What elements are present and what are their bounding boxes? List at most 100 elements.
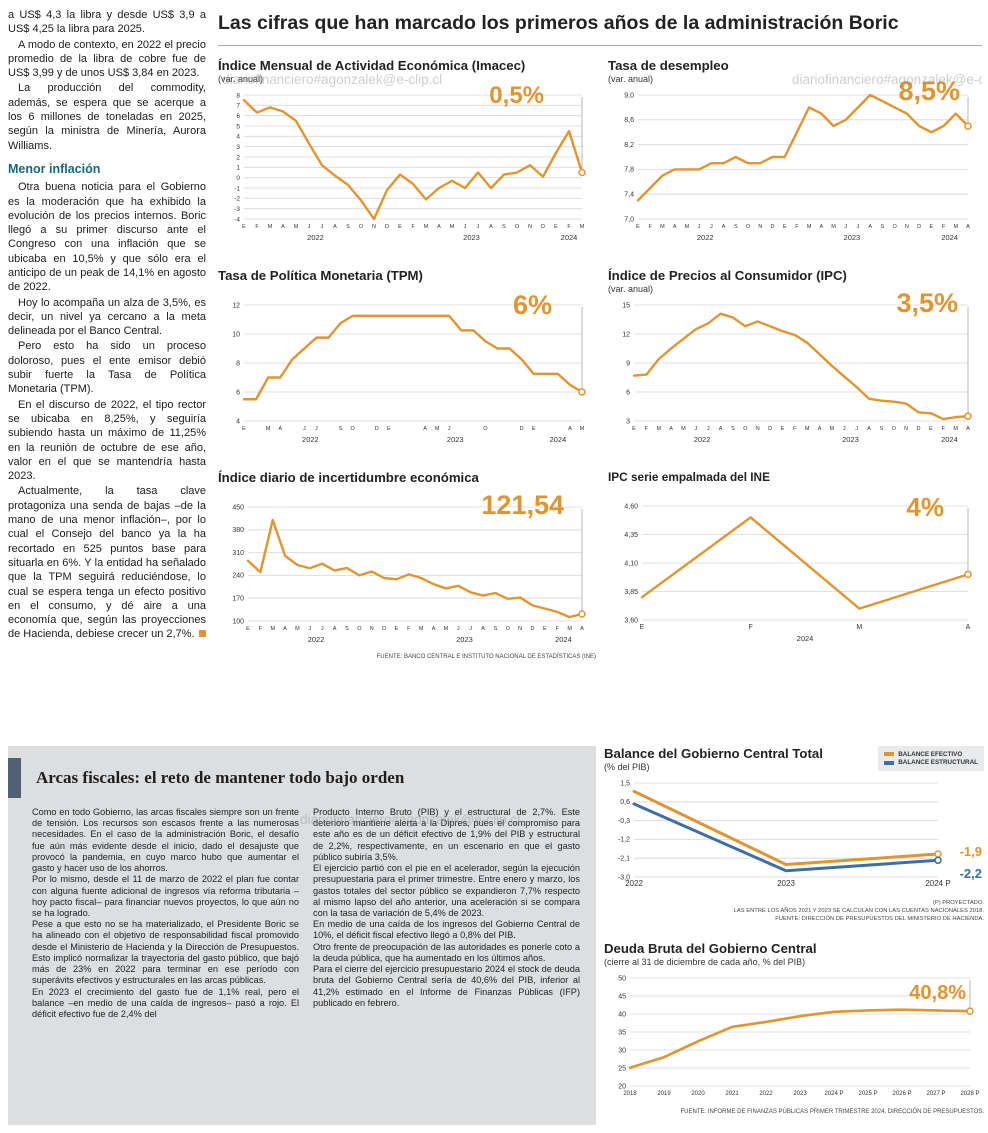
- fiscal-paragraph: En 2023 el crecimiento del gasto fue de …: [32, 986, 299, 1019]
- svg-text:3: 3: [626, 418, 630, 425]
- svg-text:-2,1: -2,1: [618, 856, 630, 863]
- svg-text:9: 9: [626, 360, 630, 367]
- legend-row: BALANCE EFECTIVO: [884, 751, 978, 758]
- fiscal-paragraph: Otro frente de preocupación de las autor…: [313, 941, 580, 963]
- svg-text:A: A: [333, 626, 337, 632]
- svg-text:F: F: [556, 626, 560, 632]
- svg-text:-3,0: -3,0: [618, 874, 630, 881]
- legend-label: BALANCE ESTRUCTURAL: [898, 759, 978, 766]
- svg-text:M: M: [294, 224, 299, 230]
- svg-text:2024 P: 2024 P: [925, 879, 950, 888]
- chart-title: IPC serie empalmada del INE: [608, 470, 770, 484]
- article-paragraph: La producción del commodity, además, se …: [8, 82, 206, 152]
- svg-text:7,0: 7,0: [624, 216, 634, 223]
- svg-text:E: E: [242, 224, 246, 230]
- ipc-empalmada-line-chart: 4,60 4,35 4,10 3,85 3,60E F M A 2024: [624, 503, 972, 643]
- chart-card-balance: Balance del Gobierno Central Total BALAN…: [604, 746, 984, 923]
- svg-text:M: M: [266, 426, 271, 432]
- chart-subtitle: (var. anual): [608, 284, 654, 294]
- svg-text:J: J: [321, 626, 324, 632]
- svg-text:M: M: [424, 224, 429, 230]
- svg-text:2021: 2021: [725, 1091, 739, 1097]
- svg-text:12: 12: [622, 331, 630, 338]
- svg-text:A: A: [722, 224, 726, 230]
- chart-card-ipc: Índice de Precios al Consumidor (IPC) (v…: [608, 268, 982, 452]
- svg-text:A: A: [966, 624, 971, 631]
- svg-text:F: F: [795, 224, 799, 230]
- svg-text:2026 P: 2026 P: [892, 1091, 911, 1097]
- article-paragraph: Actualmente, la tasa clave protagoniza u…: [8, 484, 206, 641]
- svg-text:380: 380: [232, 527, 244, 534]
- svg-text:A: A: [669, 426, 673, 432]
- svg-text:S: S: [731, 426, 735, 432]
- svg-text:2022: 2022: [302, 435, 319, 444]
- svg-text:2023: 2023: [463, 233, 480, 242]
- svg-text:N: N: [756, 426, 760, 432]
- svg-text:F: F: [255, 224, 259, 230]
- svg-text:240: 240: [232, 573, 244, 580]
- title-accent-bar: [8, 758, 21, 798]
- svg-text:J: J: [469, 626, 472, 632]
- fiscal-headline: Arcas fiscales: el reto de mantener todo…: [36, 768, 405, 787]
- svg-text:N: N: [758, 224, 762, 230]
- svg-text:S: S: [881, 224, 885, 230]
- svg-text:9,0: 9,0: [624, 92, 634, 99]
- svg-text:A: A: [281, 224, 285, 230]
- svg-text:1,5: 1,5: [620, 780, 630, 787]
- svg-text:2028 P: 2028 P: [960, 1091, 979, 1097]
- chart-title: Índice de Precios al Consumidor (IPC): [608, 268, 847, 283]
- svg-text:D: D: [541, 224, 545, 230]
- svg-text:M: M: [807, 224, 812, 230]
- svg-text:F: F: [259, 626, 263, 632]
- article-paragraph: A modo de contexto, en 2022 el precio pr…: [8, 38, 206, 80]
- chart-card-imacec: Índice Mensual de Actividad Económica (I…: [218, 58, 596, 250]
- svg-text:M: M: [444, 626, 449, 632]
- svg-text:J: J: [457, 626, 460, 632]
- svg-text:F: F: [793, 426, 797, 432]
- svg-text:N: N: [904, 426, 908, 432]
- chart-title: Tasa de Política Monetaria (TPM): [218, 268, 423, 283]
- svg-text:170: 170: [232, 596, 244, 603]
- svg-text:J: J: [698, 224, 701, 230]
- svg-text:F: F: [411, 224, 415, 230]
- svg-text:M: M: [685, 224, 690, 230]
- svg-text:35: 35: [618, 1030, 626, 1037]
- svg-text:-2: -2: [234, 196, 240, 203]
- chart-source: FUENTE: BANCO CENTRAL E INSTITUTO NACION…: [376, 654, 596, 660]
- svg-text:2020: 2020: [691, 1091, 705, 1097]
- svg-text:6: 6: [236, 389, 240, 396]
- fiscal-paragraph: Pese a que esto no se ha materializado, …: [32, 919, 299, 986]
- svg-text:25: 25: [618, 1066, 626, 1073]
- svg-text:2: 2: [236, 154, 240, 161]
- svg-text:2024 P: 2024 P: [824, 1091, 843, 1097]
- fiscal-column-2: Producto Interno Bruto (PIB) y el estruc…: [313, 807, 580, 1020]
- fiscal-paragraph: El ejercicio partió con el pie en el ace…: [313, 863, 580, 918]
- svg-text:2024: 2024: [797, 634, 814, 643]
- svg-text:M: M: [953, 426, 958, 432]
- svg-text:E: E: [246, 626, 250, 632]
- svg-text:J: J: [321, 224, 324, 230]
- svg-text:4,35: 4,35: [624, 532, 638, 539]
- svg-text:3: 3: [236, 144, 240, 151]
- article-paragraph: En el discurso de 2022, el tipo rector s…: [8, 398, 206, 483]
- svg-text:2024: 2024: [555, 635, 572, 644]
- svg-text:S: S: [494, 626, 498, 632]
- svg-text:F: F: [649, 224, 653, 230]
- svg-text:D: D: [768, 426, 772, 432]
- chart-title: Balance del Gobierno Central Total: [604, 746, 823, 761]
- svg-text:D: D: [520, 426, 524, 432]
- svg-text:E: E: [640, 624, 645, 631]
- svg-text:F: F: [749, 624, 753, 631]
- chart-title: Índice Mensual de Actividad Económica (I…: [218, 58, 526, 73]
- svg-text:2022: 2022: [759, 1091, 773, 1097]
- svg-text:S: S: [734, 224, 738, 230]
- svg-text:E: E: [532, 426, 536, 432]
- note-line: (P) PROYECTADO.: [932, 900, 984, 906]
- svg-text:E: E: [398, 224, 402, 230]
- svg-text:4,60: 4,60: [624, 503, 638, 510]
- svg-text:E: E: [387, 426, 391, 432]
- svg-text:M: M: [580, 426, 585, 432]
- svg-text:D: D: [382, 626, 386, 632]
